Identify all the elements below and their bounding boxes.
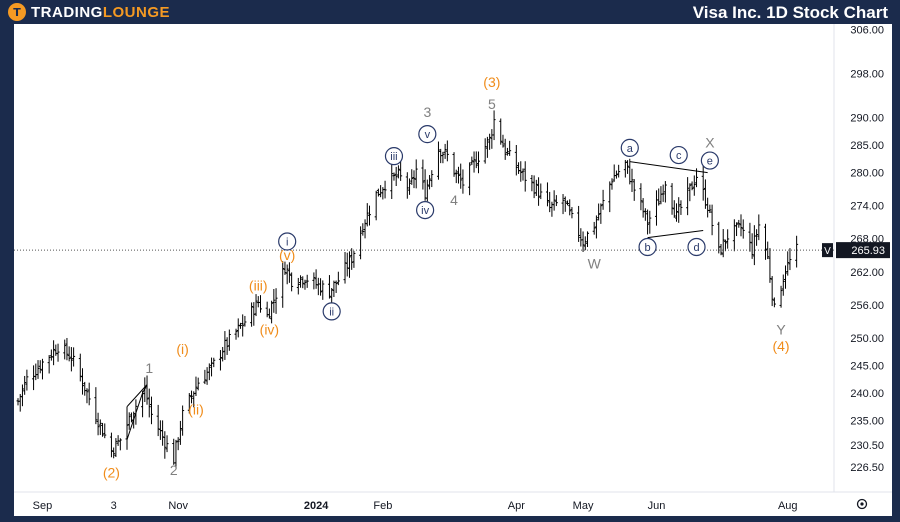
header-bar: T TRADINGLOUNGE Visa Inc. 1D Stock Chart — [0, 0, 900, 24]
time-tick-label: Feb — [373, 500, 392, 512]
wave-label-circle — [669, 145, 688, 165]
last-price-badge — [836, 242, 890, 259]
last-price-label: 265.93 — [851, 245, 885, 257]
price-tick-label: 230.50 — [850, 440, 884, 452]
wave-label: v — [425, 129, 431, 141]
wave-trendline — [629, 161, 708, 174]
price-tick-label: 285.00 — [850, 140, 884, 152]
wave-label-circle — [687, 237, 706, 257]
price-tick-label: 256.00 — [850, 300, 884, 312]
wave-label-circle — [620, 138, 639, 157]
wave-label: i — [286, 236, 288, 248]
wave-label: 1 — [145, 360, 153, 376]
time-tick-label: Apr — [508, 500, 525, 512]
wave-label: (4) — [772, 338, 789, 354]
wave-label-circle — [322, 302, 341, 321]
tradinglounge-logo: T TRADINGLOUNGE — [8, 2, 170, 22]
wave-label: iii — [390, 151, 397, 163]
wave-label: (ii) — [188, 401, 204, 417]
wave-label: d — [693, 242, 699, 254]
wave-label: 5 — [488, 96, 496, 112]
time-tick-label: Aug — [778, 500, 798, 512]
wave-trendline — [647, 229, 704, 239]
logo-mark-icon: T — [8, 3, 26, 21]
wave-label: (iii) — [249, 278, 268, 294]
wave-label: (v) — [279, 247, 295, 263]
wave-label-circle — [278, 232, 297, 251]
price-tick-label: 280.00 — [850, 168, 884, 180]
chart-title: Visa Inc. 1D Stock Chart — [692, 3, 888, 22]
wave-label-circle — [638, 237, 657, 257]
wave-trendline — [126, 392, 144, 440]
settings-gear-icon-center — [860, 502, 864, 506]
time-tick-label: Jun — [648, 500, 666, 512]
wave-label: Y — [776, 322, 786, 338]
wave-label-circle — [416, 200, 435, 220]
wave-label-circle — [418, 125, 437, 144]
wave-label: (i) — [176, 341, 188, 357]
price-tick-label: 235.00 — [850, 415, 884, 427]
wave-label: b — [645, 242, 651, 254]
wave-label: X — [705, 134, 715, 150]
price-tick-label: 298.00 — [850, 69, 884, 81]
logo-text-lounge: LOUNGE — [102, 3, 170, 21]
time-tick-label: 3 — [111, 500, 117, 512]
time-tick-label: Nov — [168, 500, 188, 512]
wave-label: e — [707, 156, 713, 168]
wave-label: (iv) — [260, 322, 279, 338]
price-tick-label: 290.00 — [850, 113, 884, 125]
wave-label: W — [588, 256, 602, 272]
wave-trendline — [142, 384, 148, 394]
wave-label: (2) — [103, 465, 120, 481]
wave-label: iv — [421, 205, 429, 217]
price-tick-label: 274.00 — [850, 201, 884, 213]
price-tick-label: 306.00 — [850, 25, 884, 37]
wave-label-circle — [384, 147, 404, 166]
wave-trendline — [126, 384, 148, 407]
wave-label: ii — [329, 306, 334, 318]
logo-text-trading: TRADING — [31, 3, 103, 21]
time-tick-label: Sep — [33, 500, 53, 512]
price-tick-label: 262.00 — [850, 267, 884, 279]
price-chart[interactable]: 306.00298.00290.00285.00280.00274.00268.… — [14, 24, 892, 516]
time-tick-label: May — [573, 500, 594, 512]
price-tick-label: 240.00 — [850, 388, 884, 400]
plot-area[interactable]: 306.00 298.00 290.00 285.00 280.00 274.00 268.… — [14, 24, 892, 516]
wave-label: c — [676, 150, 682, 162]
ohlc-bars — [16, 110, 799, 469]
time-tick-label: 2024 — [304, 500, 329, 512]
ticker-label: V — [824, 246, 831, 257]
settings-gear-icon[interactable] — [856, 498, 868, 510]
wave-label: 3 — [423, 104, 431, 120]
price-tick-label: 245.00 — [850, 360, 884, 372]
wave-label: 2 — [170, 462, 178, 478]
ticker-badge — [822, 243, 833, 258]
wave-label: 4 — [450, 192, 458, 208]
price-tick-label: 226.50 — [850, 462, 884, 474]
wave-label-circle — [700, 151, 719, 170]
price-tick-label: 250.00 — [850, 333, 884, 345]
logo-text: TRADINGLOUNGE — [31, 4, 170, 21]
wave-label: (3) — [483, 74, 500, 90]
wave-label: a — [627, 143, 634, 155]
